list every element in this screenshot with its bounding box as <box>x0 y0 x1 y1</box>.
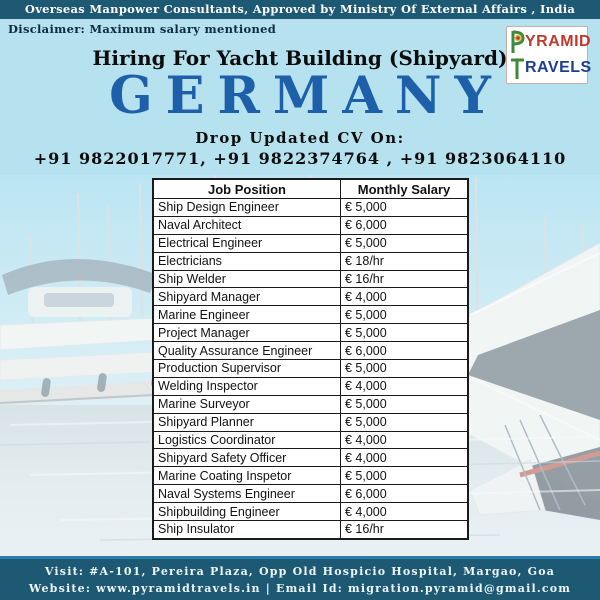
job-position-cell: Marine Engineer <box>152 305 341 325</box>
job-position-cell: Logistics Coordinator <box>152 430 341 450</box>
table-row: Project Manager € 5,000 <box>152 323 469 343</box>
salary-cell: € 4,000 <box>340 448 469 468</box>
table-row: Welding Inspector € 4,000 <box>152 376 469 396</box>
job-position-cell: Shipbuilding Engineer <box>152 502 341 522</box>
salary-table-body: Ship Design Engineer € 5,000 Naval Archite… <box>152 198 469 540</box>
job-position-cell: Naval Systems Engineer <box>152 484 341 504</box>
table-header-row: Job Position Monthly Salary <box>152 178 469 199</box>
salary-cell: € 5,000 <box>340 323 469 343</box>
salary-cell: € 16/hr <box>340 520 469 540</box>
top-approval-bar: Overseas Manpower Consultants, Approved … <box>0 0 600 19</box>
pyramid-travels-logo: YRAMID RAVELS <box>506 26 592 84</box>
salary-cell: € 5,000 <box>340 359 469 378</box>
job-position-cell: Naval Architect <box>152 215 341 235</box>
phone-numbers: +91 9822017771, +91 9822374764 , +91 982… <box>33 149 567 168</box>
footer-contact-bar: Visit: #A-101, Pereira Plaza, Opp Old Ho… <box>0 556 600 600</box>
table-row: Naval Systems Engineer € 6,000 <box>152 484 469 504</box>
job-position-cell: Marine Coating Inspetor <box>152 466 341 486</box>
salary-table: Job Position Monthly Salary Ship Design … <box>152 178 469 540</box>
job-position-cell: Project Manager <box>152 323 341 343</box>
job-position-cell: Ship Welder <box>152 269 341 289</box>
job-position-cell: Shipyard Safety Officer <box>152 448 341 468</box>
pyramid-logo-t-icon <box>511 58 524 79</box>
table-row: Logistics Coordinator € 4,000 <box>152 430 469 450</box>
salary-cell: € 5,000 <box>340 466 469 486</box>
footer-website-email: Website: www.pyramidtravels.in | Email I… <box>28 582 572 595</box>
salary-cell: € 16/hr <box>340 269 469 289</box>
job-position-header: Job Position <box>152 178 341 199</box>
job-position-cell: Electricians <box>152 251 341 271</box>
job-position-cell: Quality Assurance Engineer <box>152 341 341 361</box>
salary-cell: € 4,000 <box>340 376 469 396</box>
country-title: GERMANY <box>109 66 504 126</box>
salary-cell: € 4,000 <box>340 430 469 450</box>
salary-cell: € 6,000 <box>340 215 469 235</box>
disclaimer-text: Disclaimer: Maximum salary mentioned <box>8 22 277 36</box>
salary-cell: € 5,000 <box>340 412 469 432</box>
table-row: Quality Assurance Engineer € 6,000 <box>152 341 469 361</box>
salary-cell: € 5,000 <box>340 305 469 325</box>
table-row: Ship Design Engineer € 5,000 <box>152 198 469 217</box>
table-row: Ship Welder € 16/hr <box>152 269 469 289</box>
table-row: Electricians € 18/hr <box>152 251 469 271</box>
table-row: Shipyard Manager € 4,000 <box>152 287 469 307</box>
salary-cell: € 18/hr <box>340 251 469 271</box>
logo-text-line2: RAVELS <box>525 59 592 76</box>
monthly-salary-header: Monthly Salary <box>340 178 469 199</box>
table-row: Ship Insulator € 16/hr <box>152 520 469 540</box>
salary-cell: € 5,000 <box>340 198 469 217</box>
salary-cell: € 5,000 <box>340 233 469 253</box>
table-row: Shipbuilding Engineer € 4,000 <box>152 502 469 522</box>
cv-drop-label: Drop Updated CV On: <box>195 129 405 147</box>
table-row: Naval Architect € 6,000 <box>152 215 469 235</box>
top-approval-text: Overseas Manpower Consultants, Approved … <box>24 2 576 16</box>
footer-address: Visit: #A-101, Pereira Plaza, Opp Old Ho… <box>44 565 556 578</box>
job-position-cell: Production Supervisor <box>152 359 341 378</box>
salary-cell: € 5,000 <box>340 394 469 414</box>
pyramid-logo-p-icon <box>511 30 525 53</box>
table-row: Marine Engineer € 5,000 <box>152 305 469 325</box>
salary-cell: € 6,000 <box>340 341 469 361</box>
job-position-cell: Welding Inspector <box>152 376 341 396</box>
hiring-title: Hiring For Yacht Building (Shipyard) <box>92 46 508 70</box>
job-position-cell: Ship Insulator <box>152 520 341 540</box>
logo-text-line1: YRAMID <box>525 33 592 50</box>
table-row: Shipyard Safety Officer € 4,000 <box>152 448 469 468</box>
job-position-cell: Shipyard Manager <box>152 287 341 307</box>
salary-cell: € 6,000 <box>340 484 469 504</box>
salary-cell: € 4,000 <box>340 502 469 522</box>
table-row: Marine Surveyor € 5,000 <box>152 394 469 414</box>
table-row: Marine Coating Inspetor € 5,000 <box>152 466 469 486</box>
table-row: Shipyard Planner € 5,000 <box>152 412 469 432</box>
table-row: Production Supervisor € 5,000 <box>152 359 469 378</box>
job-position-cell: Electrical Engineer <box>152 233 341 253</box>
job-position-cell: Shipyard Planner <box>152 412 341 432</box>
salary-cell: € 4,000 <box>340 287 469 307</box>
job-position-cell: Marine Surveyor <box>152 394 341 414</box>
table-row: Electrical Engineer € 5,000 <box>152 233 469 253</box>
job-position-cell: Ship Design Engineer <box>152 198 341 217</box>
